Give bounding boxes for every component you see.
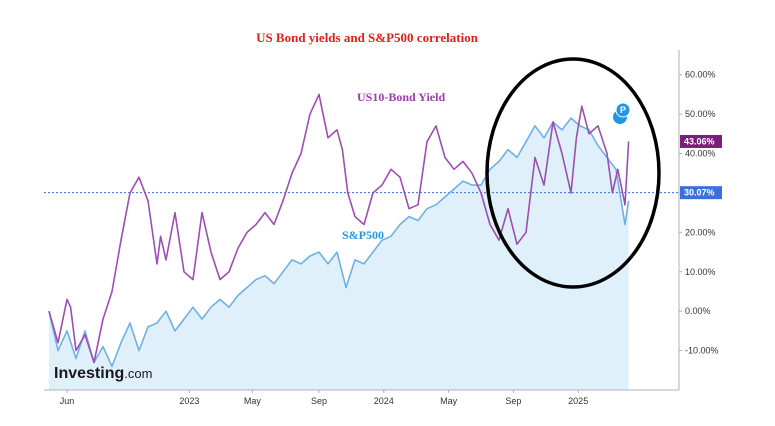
investing-logo-text: Investing.com xyxy=(54,365,152,382)
x-tick-label: May xyxy=(440,396,458,406)
chart-frame xyxy=(44,50,680,391)
bond-last-value-tag-text: 43.06% xyxy=(684,136,715,146)
x-tick-label: 2025 xyxy=(568,396,588,406)
y-tick-label: 10.00% xyxy=(685,267,716,277)
x-tick-label: Jun xyxy=(60,396,75,406)
sp500-line xyxy=(48,117,630,368)
sp500-label: S&P500 xyxy=(342,228,384,242)
x-tick-label: Sep xyxy=(311,396,327,406)
y-tick-label: 20.00% xyxy=(685,227,716,237)
value-tags: 43.06% 30.07% xyxy=(680,134,722,200)
x-tick-label: Sep xyxy=(505,396,521,406)
event-marker-label: P xyxy=(620,105,626,115)
x-axis: Jun 2023 May Sep 2024 May Sep 2025 xyxy=(60,390,588,406)
x-tick-label: 2023 xyxy=(179,396,199,406)
us10-bond-yield-label: US10-Bond Yield xyxy=(357,90,445,104)
y-tick-label: -10.00% xyxy=(685,346,719,356)
event-marker-circle-front xyxy=(615,102,631,118)
x-tick-label: 2024 xyxy=(374,396,394,406)
y-tick-label: 50.00% xyxy=(685,109,716,119)
investing-logo: Investing.com xyxy=(54,365,152,382)
reference-value-tag-bg xyxy=(680,186,722,200)
highlight-ellipse xyxy=(485,57,661,289)
chart-title: US Bond yields and S&P500 correlation xyxy=(256,30,479,45)
logo-sub: .com xyxy=(124,366,152,381)
us10-bond-yield-line xyxy=(48,93,630,364)
y-tick-label: 60.00% xyxy=(685,70,716,80)
logo-main: Investing xyxy=(54,365,124,382)
event-marker[interactable]: P xyxy=(613,102,631,124)
y-tick-label: 40.00% xyxy=(685,149,716,159)
y-tick-label: 0.00% xyxy=(685,306,711,316)
sp500-area-layer xyxy=(49,118,629,390)
reference-value-tag-text: 30.07% xyxy=(684,188,715,198)
bond-last-value-tag-bg xyxy=(680,134,722,148)
x-tick-label: May xyxy=(244,396,262,406)
series-lines-layer xyxy=(48,93,630,368)
sp500-area xyxy=(49,118,629,390)
